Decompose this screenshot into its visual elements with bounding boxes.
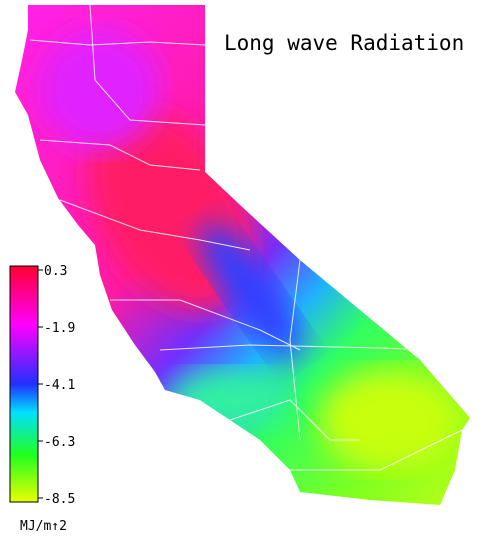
title: Long wave Radiation	[224, 31, 464, 55]
colorbar-unit: MJ/m↑2	[20, 519, 67, 534]
colorbar	[9, 265, 39, 503]
colorbar-tick-label: 0.3	[44, 264, 67, 279]
colorbar-tick-label: -6.3	[44, 435, 75, 450]
colorbar-tick-label: -8.5	[44, 492, 75, 507]
colorbar-tick-label: -4.1	[44, 378, 75, 393]
colorbar-tick-label: -1.9	[44, 321, 75, 336]
